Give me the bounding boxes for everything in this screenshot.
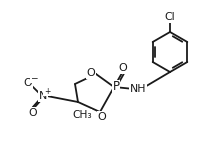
Text: −: − xyxy=(30,73,38,82)
Text: N: N xyxy=(39,91,47,101)
Text: O: O xyxy=(119,63,127,73)
Text: O: O xyxy=(98,112,106,122)
Text: O: O xyxy=(24,78,32,88)
Text: O: O xyxy=(87,68,95,78)
Text: NH: NH xyxy=(130,84,146,94)
Text: Cl: Cl xyxy=(165,12,175,22)
Text: O: O xyxy=(29,108,37,118)
Text: CH₃: CH₃ xyxy=(72,110,92,120)
Text: +: + xyxy=(44,86,50,95)
Text: P: P xyxy=(113,80,119,93)
